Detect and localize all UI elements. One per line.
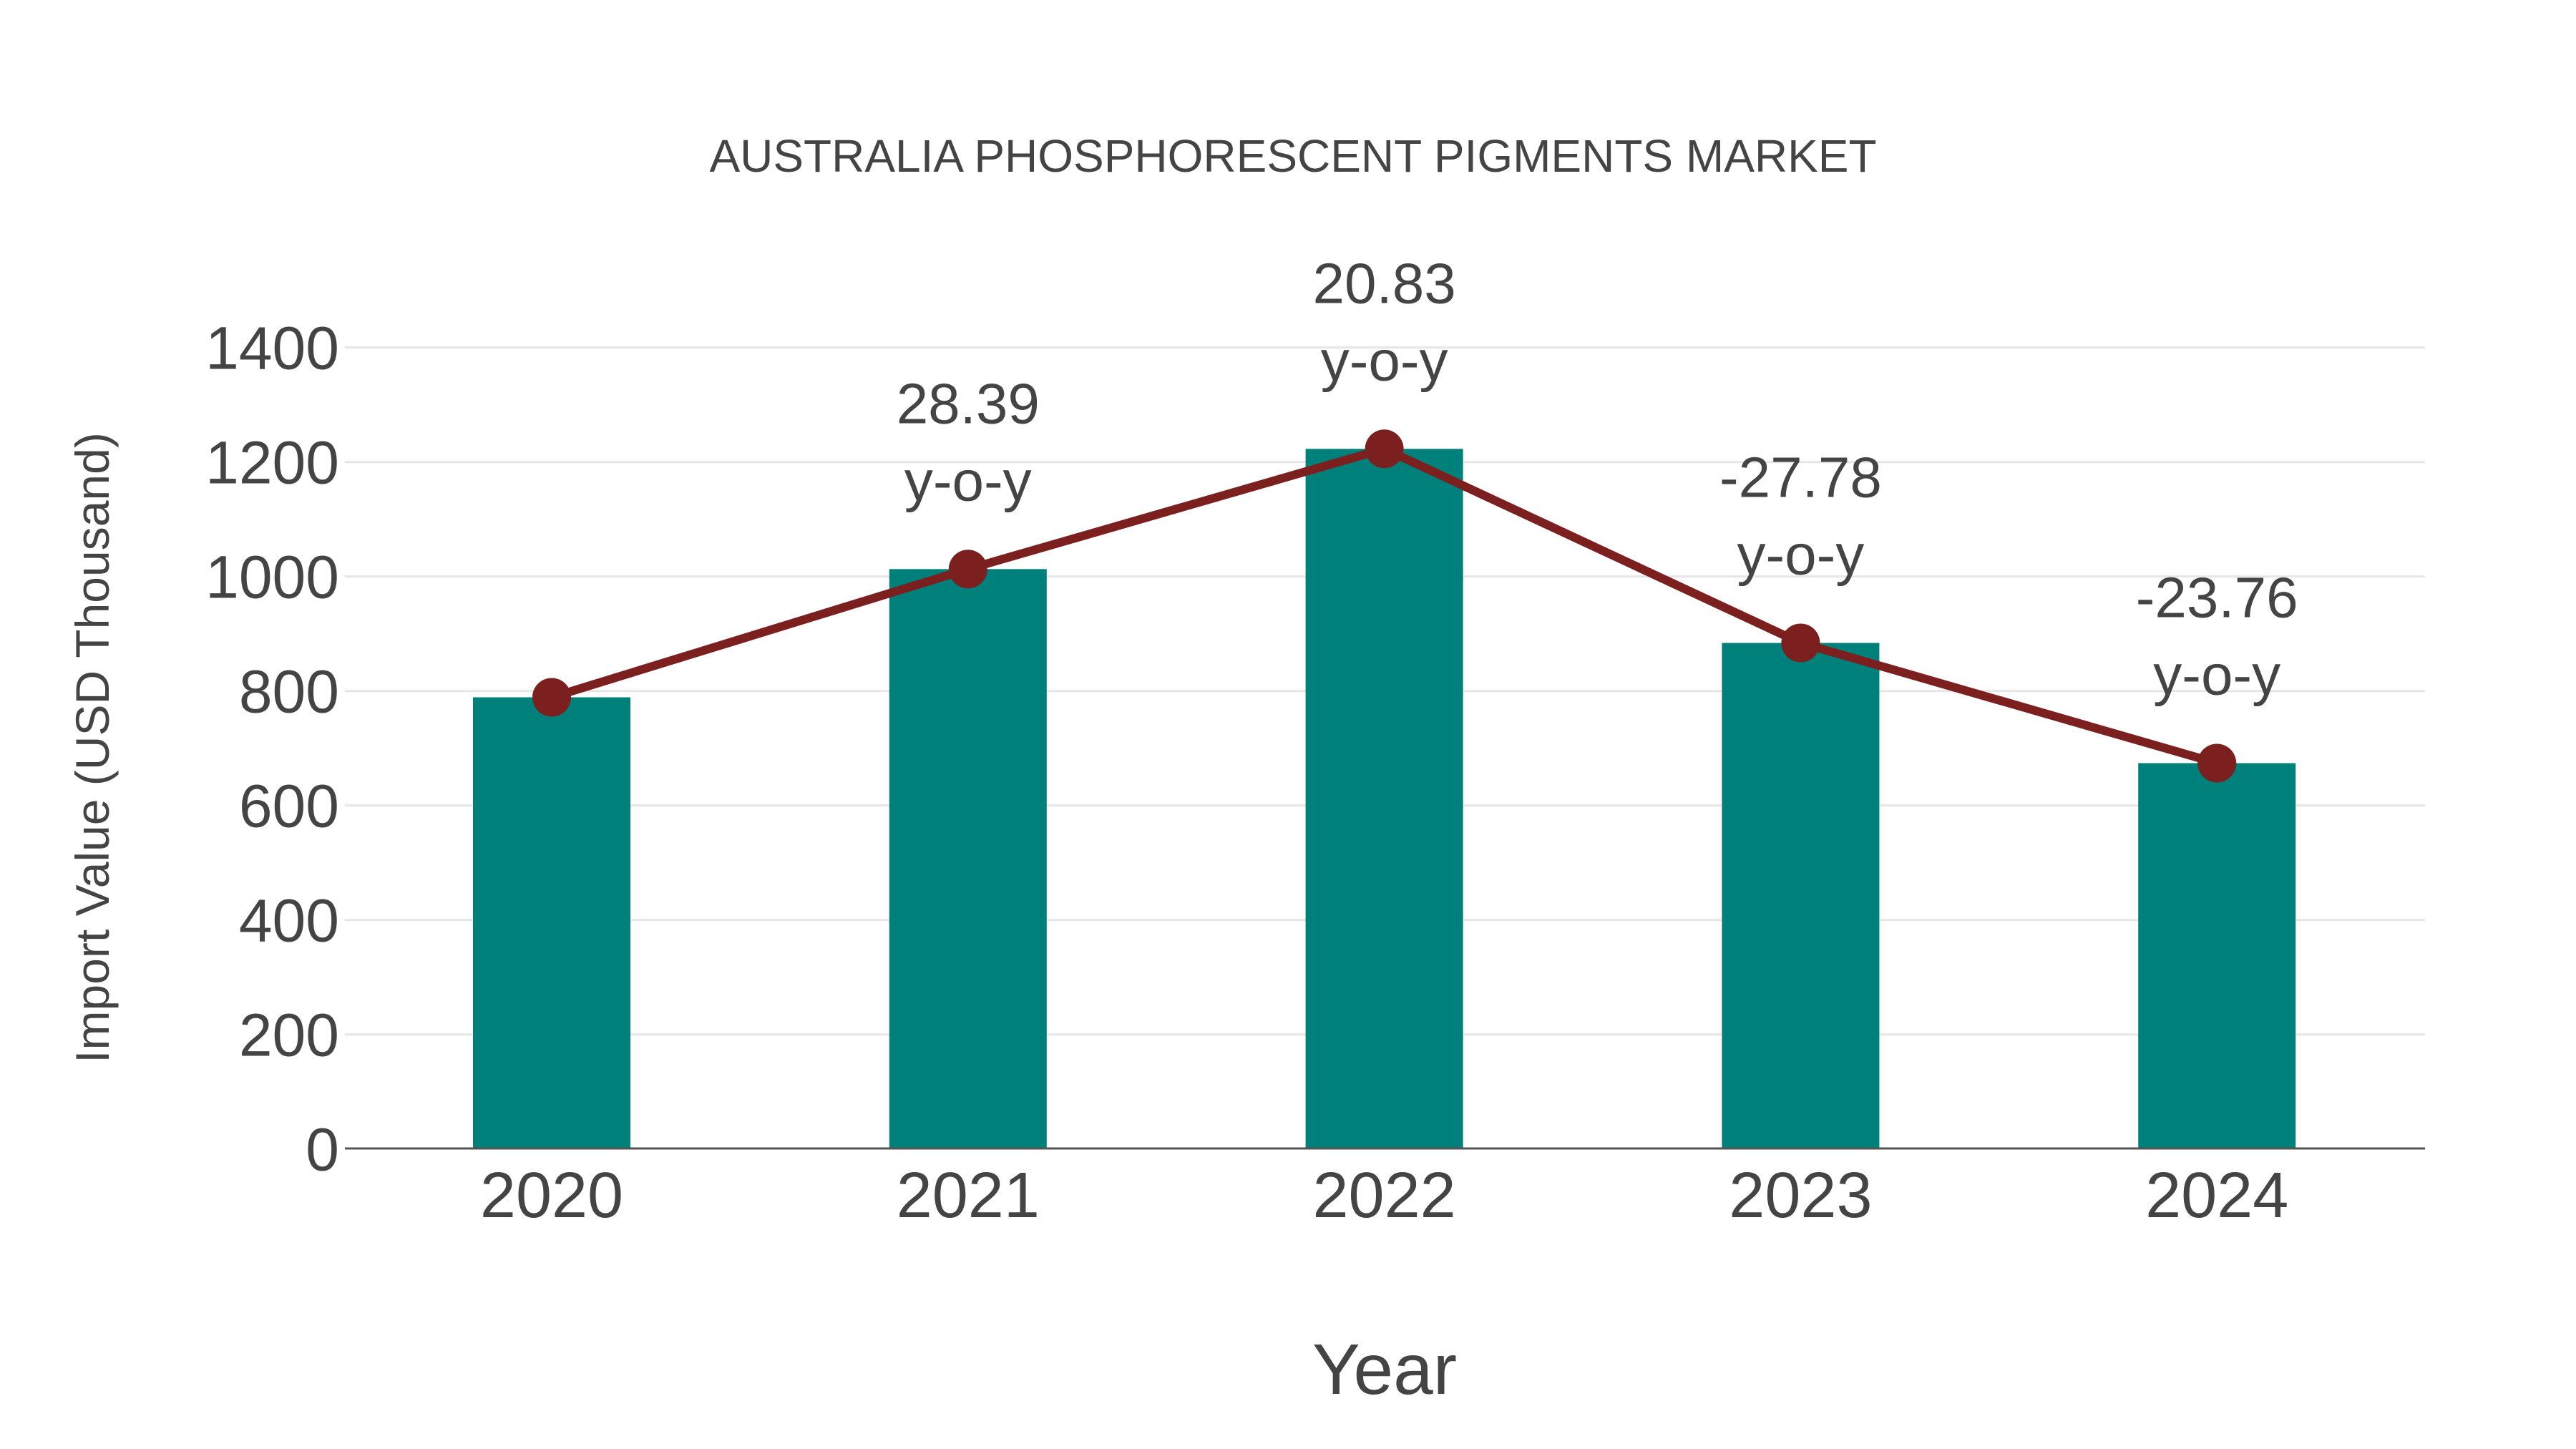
yoy-annotations: 28.39 y-o-y 20.83 y-o-y -27.78 y-o-y -23.76 y-o…	[897, 251, 2298, 706]
x-tick-label: 2024	[2145, 1160, 2288, 1231]
chart-title: AUSTRALIA PHOSPHORESCENT PIGMENTS MARKET	[709, 130, 1876, 182]
yoy-annotation: 20.83 y-o-y	[1312, 251, 1455, 392]
yoy-value: -27.78	[1719, 446, 1882, 509]
yoy-suffix: y-o-y	[2153, 643, 2280, 707]
bar-2024	[2138, 763, 2296, 1149]
y-tick-label: 0	[306, 1116, 339, 1184]
trend-marker	[1365, 429, 1404, 469]
trend-marker	[948, 550, 987, 589]
yoy-suffix: y-o-y	[904, 449, 1032, 512]
bar-2022	[1305, 449, 1463, 1149]
x-tick-label: 2022	[1312, 1160, 1455, 1231]
y-tick-label: 600	[239, 773, 339, 840]
x-axis-ticks: 2020 2021 2022 2023 2024	[480, 1160, 2288, 1231]
trend-line	[532, 429, 2237, 783]
yoy-value: 28.39	[897, 371, 1040, 435]
y-tick-label: 200	[239, 1002, 339, 1069]
yoy-annotation: -23.76 y-o-y	[2136, 566, 2298, 707]
yoy-annotation: -27.78 y-o-y	[1719, 446, 1882, 587]
bar-2020	[473, 697, 630, 1149]
y-tick-label: 800	[239, 658, 339, 726]
yoy-annotation: 28.39 y-o-y	[897, 371, 1040, 512]
y-tick-label: 1200	[205, 429, 339, 497]
bar-2023	[1722, 643, 1880, 1149]
y-tick-label: 400	[239, 887, 339, 955]
trend-marker	[532, 678, 571, 717]
x-tick-label: 2021	[897, 1160, 1040, 1231]
yoy-value: 20.83	[1312, 251, 1455, 315]
y-axis-ticks: 0 200 400 600 800 1000 1200 1400	[205, 315, 339, 1184]
bar-2021	[889, 569, 1047, 1149]
trend-marker	[1781, 623, 1820, 663]
x-tick-label: 2020	[480, 1160, 623, 1231]
x-tick-label: 2023	[1729, 1160, 1872, 1231]
yoy-value: -23.76	[2136, 566, 2298, 630]
y-tick-label: 1400	[205, 315, 339, 382]
yoy-suffix: y-o-y	[1737, 523, 1865, 587]
x-axis-label: Year	[1312, 1330, 1457, 1410]
bars	[473, 449, 2296, 1149]
y-axis-label: Import Value (USD Thousand)	[66, 432, 119, 1063]
y-axis-title: Import Value (USD Thousand)	[66, 432, 119, 1063]
y-tick-label: 1000	[205, 544, 339, 611]
trend-marker	[2197, 743, 2237, 783]
yoy-suffix: y-o-y	[1321, 328, 1448, 392]
